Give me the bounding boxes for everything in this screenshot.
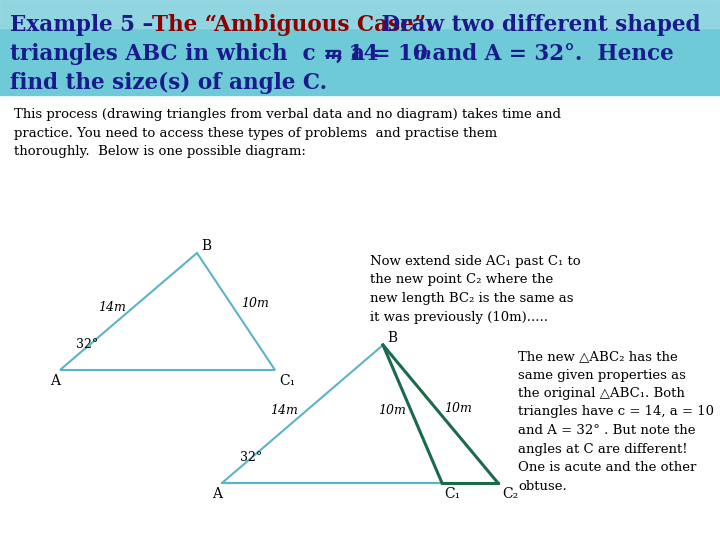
Text: and A = 32°.  Hence: and A = 32°. Hence [425,43,674,65]
Text: m: m [413,46,431,63]
Text: 10m: 10m [444,402,472,415]
Text: A: A [212,487,222,501]
Text: Now extend side AC₁ past C₁ to
the new point C₂ where the
new length BC₂ is the : Now extend side AC₁ past C₁ to the new p… [370,255,580,323]
Text: B: B [201,239,211,253]
Text: Example 5 –: Example 5 – [10,14,161,36]
Text: C₁: C₁ [279,374,295,388]
Text: 14m: 14m [271,403,298,416]
Text: find the size(s) of angle C.: find the size(s) of angle C. [10,72,327,94]
Text: This process (drawing triangles from verbal data and no diagram) takes time and
: This process (drawing triangles from ver… [14,108,561,158]
Text: triangles ABC in which  c = 14: triangles ABC in which c = 14 [10,43,379,65]
Text: Draw two different shaped: Draw two different shaped [374,14,701,36]
Text: 32°: 32° [76,338,98,351]
Text: C₂: C₂ [502,487,518,501]
Text: B: B [387,331,397,345]
Text: , a = 10: , a = 10 [336,43,428,65]
Text: 10m: 10m [379,403,406,416]
Bar [0,0,720,28]
Text: C₁: C₁ [444,487,460,501]
Text: 32°: 32° [240,451,262,464]
Text: The new △ABC₂ has the
same given properties as
the original △ABC₁. Both
triangle: The new △ABC₂ has the same given propert… [518,350,714,492]
Text: The “Ambiguous Case”.: The “Ambiguous Case”. [152,14,433,36]
Text: m: m [324,46,341,63]
Text: A: A [50,374,60,388]
Text: 14m: 14m [99,301,127,314]
Bar [0,0,720,95]
Text: 10m: 10m [241,297,269,310]
